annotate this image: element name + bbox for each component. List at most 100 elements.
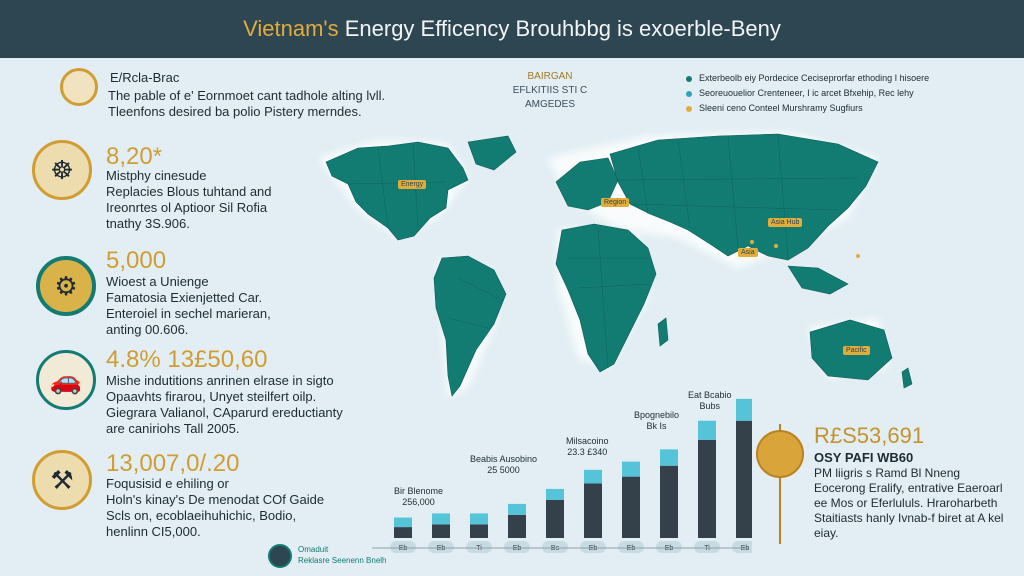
timeline-line bbox=[779, 424, 781, 544]
intro-text: The pable of e' Eornmoet cant tadhole al… bbox=[108, 88, 386, 119]
legend-dot bbox=[686, 105, 692, 112]
legend-dot bbox=[686, 90, 692, 97]
bar-base-segment bbox=[394, 527, 412, 538]
stat-line: Scls on, ecoblaeihuhichic, Bodio, bbox=[106, 508, 297, 523]
bar-base-segment bbox=[584, 483, 602, 538]
map-label: Asia bbox=[738, 248, 758, 257]
bar-annotation: Beabis Ausobino 25 5000 bbox=[470, 454, 537, 476]
map-markers bbox=[750, 240, 860, 258]
bar-annotation-value: 25 5000 bbox=[487, 465, 520, 475]
stat-value: 5,000 bbox=[106, 247, 167, 274]
bar-top-segment bbox=[470, 513, 488, 525]
bar-annotation-title: Milsacoino bbox=[566, 436, 609, 446]
lightbulb-icon bbox=[60, 68, 98, 106]
stat-line: Famatosia Exienjetted Car. bbox=[106, 290, 263, 305]
map-label: Energy bbox=[398, 180, 427, 189]
legend-item: Sleeni ceno Conteel Murshramy Sugfiurs bbox=[686, 102, 986, 115]
new-zealand bbox=[901, 367, 913, 389]
stat-value: 8,20* bbox=[106, 143, 163, 170]
stat-line: Holn's kinay's De menodat COf Gaide bbox=[106, 492, 325, 507]
world-map-svg bbox=[318, 132, 913, 398]
bar-chart: EbEbTiEbBsEbEbEbTiEb bbox=[372, 380, 752, 555]
bar-annotation-title: Bir Blenome bbox=[394, 486, 444, 496]
x-tick-pill bbox=[580, 541, 606, 553]
world-map: Energy Region Asia Hub Asia Pacific bbox=[318, 118, 916, 418]
legend-item: Seoreuouelior Crenteneer, I ic arcet Bfx… bbox=[686, 87, 986, 100]
bar-base-segment bbox=[546, 499, 564, 538]
south-america bbox=[433, 255, 507, 397]
madagascar bbox=[657, 317, 669, 347]
stat-line: henlinn CI5,000. bbox=[106, 524, 201, 539]
map-subtitle-1: BAIRGAN bbox=[527, 71, 573, 82]
map-label: Pacific bbox=[843, 346, 870, 355]
stat-line: Mistphy cinesude bbox=[106, 168, 207, 183]
bar-base-segment bbox=[698, 439, 716, 538]
asia bbox=[609, 133, 879, 261]
bar-base-segment bbox=[736, 420, 752, 538]
coin-icon bbox=[756, 430, 804, 478]
stat-line: tnathy 3S.906. bbox=[106, 216, 190, 231]
bar-top-segment bbox=[660, 449, 678, 466]
x-tick-pill bbox=[694, 541, 720, 553]
stat-text: Mistphy cinesude Replacies Blous tuhtand… bbox=[106, 168, 366, 232]
map-landmass bbox=[325, 133, 913, 397]
map-subtitle: BAIRGAN EFLKITIIS STI C AMGEDES bbox=[490, 70, 610, 112]
bar-top-segment bbox=[546, 488, 564, 500]
bar-annotation-title: Bpognebilo bbox=[634, 410, 680, 420]
stat-value: 13,007,0/.20 bbox=[106, 450, 240, 477]
title-rest: Energy Efficency Brouhbbg is exoerble-Be… bbox=[338, 16, 781, 41]
bar-annotation: Bpognebilo Bk Is bbox=[634, 410, 679, 432]
stat-line: Wioest a Unienge bbox=[106, 274, 209, 289]
africa bbox=[555, 223, 657, 373]
stat-line: Mishe indutitions anrinen elrase in sigt… bbox=[106, 373, 334, 388]
title-bar: Vietnam's Energy Efficency Brouhbbg is e… bbox=[0, 0, 1024, 58]
bar-top-segment bbox=[584, 469, 602, 484]
stat-text: Foqusisid e ehiling or Holn's kinay's De… bbox=[106, 476, 366, 540]
map-marker bbox=[750, 240, 754, 244]
legend-dot bbox=[686, 75, 692, 82]
bar-top-segment bbox=[394, 517, 412, 528]
footer-line: Reklasre Seenenn Bnelh bbox=[298, 556, 387, 565]
map-label: Asia Hub bbox=[768, 218, 803, 227]
bar-base-segment bbox=[622, 476, 640, 538]
title-accent: Vietnam's bbox=[243, 16, 339, 41]
logo-icon bbox=[268, 544, 292, 568]
bar-annotation-value: Bk Is bbox=[646, 421, 667, 431]
bar-group: EbEbTiEbBsEbEbEbTiEb bbox=[390, 398, 752, 553]
bar-annotation-value: Bubs bbox=[699, 401, 721, 411]
stat-line: are caniriohs Tall 2005. bbox=[106, 421, 240, 436]
x-tick-pill bbox=[732, 541, 752, 553]
legend-item: Exterbeolb eiy Pordecice Ceciseprorfar e… bbox=[686, 72, 986, 85]
bar-base-segment bbox=[432, 524, 450, 538]
x-tick-pill bbox=[656, 541, 682, 553]
greenland bbox=[467, 135, 517, 171]
stat-text: Wioest a Unienge Famatosia Exienjetted C… bbox=[106, 274, 366, 338]
intro-heading: E/Rcla-Brac bbox=[110, 70, 180, 85]
stat-line: anting 00.606. bbox=[106, 322, 189, 337]
legend-label: Sleeni ceno Conteel Murshramy Sugfiurs bbox=[699, 103, 863, 113]
legend-label: Exterbeolb eiy Pordecice Ceciseprorfar e… bbox=[699, 73, 930, 83]
stat-line: Ireonrtes ol Aptioor Sil Rofia bbox=[106, 200, 268, 215]
bar-base-segment bbox=[660, 465, 678, 538]
stat-line: Giegrara Valianol, CAparurd ereductianty bbox=[106, 405, 343, 420]
bar-annotation: Milsacoino 23.3 £340 bbox=[566, 436, 609, 458]
map-subtitle-2: EFLKITIIS STI C AMGEDES bbox=[512, 85, 588, 110]
bar-base-segment bbox=[508, 514, 526, 538]
bar-annotation-title: Eat Bcabio bbox=[688, 390, 732, 400]
stat-line: Enteroiel in sechel marieran, bbox=[106, 306, 271, 321]
page-title: Vietnam's Energy Efficency Brouhbbg is e… bbox=[243, 16, 781, 42]
stat-value: 4.8% 13£50,60 bbox=[106, 346, 268, 373]
x-tick-pill bbox=[466, 541, 492, 553]
x-tick-pill bbox=[618, 541, 644, 553]
stat-line: Opaavhts firarou, Unyet steilfert oilp. bbox=[106, 389, 317, 404]
vehicle-icon: 🚗 bbox=[36, 350, 96, 410]
bar-chart-svg: EbEbTiEbBsEbEbEbTiEb bbox=[372, 398, 752, 553]
bar-top-segment bbox=[622, 461, 640, 477]
map-borders bbox=[347, 135, 859, 369]
stat-line: Replacies Blous tuhtand and bbox=[106, 184, 272, 199]
legend-label: Seoreuouelior Crenteneer, I ic arcet Bfx… bbox=[699, 88, 914, 98]
x-tick-pill bbox=[428, 541, 454, 553]
bar-annotation: Eat Bcabio Bubs bbox=[688, 390, 732, 412]
map-marker bbox=[774, 244, 778, 248]
engine-icon: ⚒ bbox=[32, 450, 92, 510]
